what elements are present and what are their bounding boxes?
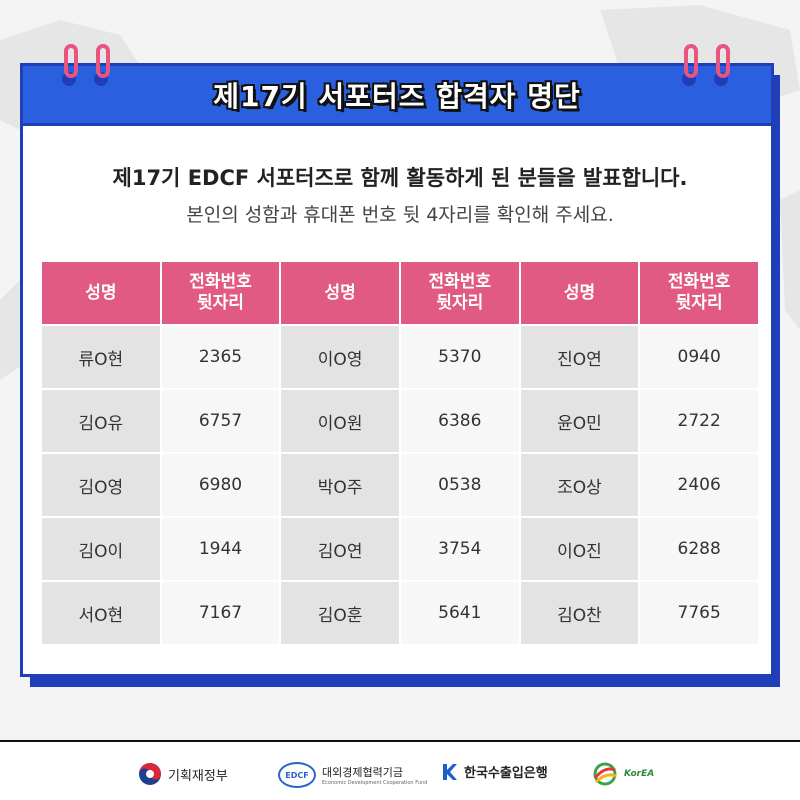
table-row: 김O영 6980 박O주 0538 조O상 2406 (42, 454, 758, 516)
edcf-logo-icon: EDCF (278, 762, 316, 788)
kexim-label: 한국수출입은행 (464, 766, 548, 781)
phone-digits-cell: 3754 (400, 518, 519, 580)
phone-digits-cell: 0940 (640, 326, 758, 388)
column-header-name: 성명 (520, 262, 639, 324)
taegeuk-icon (139, 763, 161, 785)
member-name-cell: 박O주 (281, 454, 399, 516)
member-name-cell: 김O찬 (520, 582, 639, 644)
column-header-phone: 전화번호 뒷자리 (161, 262, 280, 324)
phone-digits-cell: 2406 (640, 454, 758, 516)
binder-ring-icon (684, 44, 698, 78)
phone-digits-cell: 0538 (400, 454, 519, 516)
phone-digits-cell: 7765 (640, 582, 758, 644)
moef-label: 기획재정부 (168, 768, 228, 784)
phone-digits-cell: 1944 (161, 518, 280, 580)
card-header: 제17기 서포터즈 합격자 명단 (23, 66, 771, 126)
member-name-cell: 이O진 (520, 518, 639, 580)
member-name-cell: 김O유 (42, 390, 160, 452)
korea-logo: KorEA (592, 762, 654, 786)
announcement-subtext: 본인의 성함과 휴대폰 번호 뒷 4자리를 확인해 주세요. (186, 204, 614, 226)
announcement-headline: 제17기 EDCF 서포터즈로 함께 활동하게 된 분들을 발표합니다. (112, 166, 688, 190)
moef-logo: 기획재정부 (138, 762, 228, 786)
kexim-k-icon (443, 763, 457, 780)
footer-divider (0, 740, 800, 742)
phone-digits-cell: 6386 (400, 390, 519, 452)
member-name-cell: 김O이 (42, 518, 160, 580)
korea-label: KorEA (624, 769, 655, 779)
member-name-cell: 조O상 (520, 454, 639, 516)
page-title: 제17기 서포터즈 합격자 명단 (213, 79, 581, 113)
edcf-logo: EDCF 대외경제협력기금 Economic Development Coope… (278, 762, 427, 788)
phone-digits-cell: 7167 (161, 582, 280, 644)
member-name-cell: 이O원 (281, 390, 399, 452)
binder-ring-icon (64, 44, 78, 78)
table-header-row: 성명 전화번호 뒷자리 성명 전화번호 뒷자리 성명 전화번호 뒷자리 (42, 262, 758, 324)
column-header-name: 성명 (42, 262, 160, 324)
member-name-cell: 진O연 (520, 326, 639, 388)
member-name-cell: 이O영 (281, 326, 399, 388)
member-name-cell: 류O현 (42, 326, 160, 388)
member-name-cell: 윤O민 (520, 390, 639, 452)
member-name-cell: 김O영 (42, 454, 160, 516)
results-table: 성명 전화번호 뒷자리 성명 전화번호 뒷자리 성명 전화번호 뒷자리 류O현 2365 이O… (40, 260, 760, 646)
member-name-cell: 김O훈 (281, 582, 399, 644)
binder-ring-icon (716, 44, 730, 78)
table-row: 서O현 7167 김O훈 5641 김O찬 7765 (42, 582, 758, 644)
member-name-cell: 김O연 (281, 518, 399, 580)
phone-digits-cell: 6757 (161, 390, 280, 452)
table-row: 류O현 2365 이O영 5370 진O연 0940 (42, 326, 758, 388)
binder-ring-icon (96, 44, 110, 78)
table-row: 김O유 6757 이O원 6386 윤O민 2722 (42, 390, 758, 452)
kexim-logo: 한국수출입은행 (442, 762, 548, 781)
edcf-label: 대외경제협력기금 (322, 766, 403, 779)
column-header-phone: 전화번호 뒷자리 (640, 262, 758, 324)
table-row: 김O이 1944 김O연 3754 이O진 6288 (42, 518, 758, 580)
phone-digits-cell: 6288 (640, 518, 758, 580)
column-header-name: 성명 (281, 262, 399, 324)
phone-digits-cell: 2365 (161, 326, 280, 388)
phone-digits-cell: 6980 (161, 454, 280, 516)
footer (0, 742, 800, 800)
phone-digits-cell: 5641 (400, 582, 519, 644)
edcf-sublabel: Economic Development Cooperation Fund (322, 780, 428, 786)
edcf-badge-text: EDCF (285, 770, 309, 780)
korea-logo-icon (593, 762, 617, 786)
phone-digits-cell: 5370 (400, 326, 519, 388)
column-header-phone: 전화번호 뒷자리 (400, 262, 519, 324)
phone-digits-cell: 2722 (640, 390, 758, 452)
member-name-cell: 서O현 (42, 582, 160, 644)
